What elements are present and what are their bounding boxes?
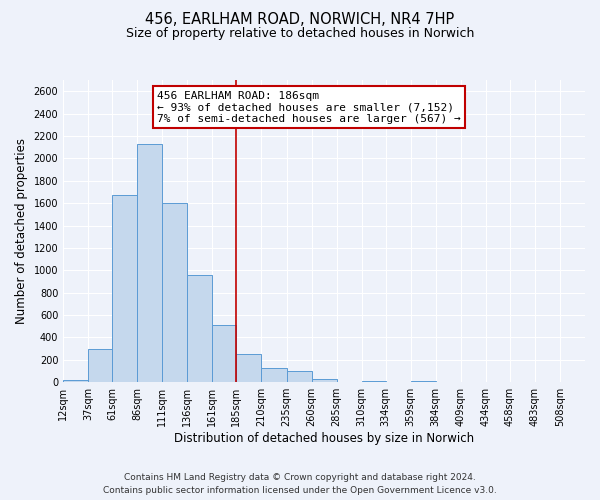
Bar (262, 368, 287, 382)
Bar (311, 379, 337, 382)
Text: Size of property relative to detached houses in Norwich: Size of property relative to detached ho… (126, 28, 474, 40)
Bar (163, 203, 187, 382)
Text: 456, EARLHAM ROAD, NORWICH, NR4 7HP: 456, EARLHAM ROAD, NORWICH, NR4 7HP (145, 12, 455, 28)
Bar (137, 144, 163, 382)
Bar (88, 349, 112, 382)
Text: 456 EARLHAM ROAD: 186sqm
← 93% of detached houses are smaller (7,152)
7% of semi: 456 EARLHAM ROAD: 186sqm ← 93% of detach… (157, 90, 461, 124)
Bar (411, 381, 436, 382)
Text: Contains HM Land Registry data © Crown copyright and database right 2024.
Contai: Contains HM Land Registry data © Crown c… (103, 474, 497, 495)
Bar (112, 196, 137, 382)
Bar (212, 325, 236, 382)
Bar (187, 275, 212, 382)
Bar (362, 381, 386, 382)
Y-axis label: Number of detached properties: Number of detached properties (15, 138, 28, 324)
Bar (287, 371, 311, 382)
Bar (236, 354, 262, 382)
X-axis label: Distribution of detached houses by size in Norwich: Distribution of detached houses by size … (174, 432, 474, 445)
Bar (63, 380, 88, 382)
